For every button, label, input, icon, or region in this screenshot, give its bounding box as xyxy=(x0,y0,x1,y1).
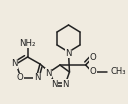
Text: O: O xyxy=(90,53,97,63)
Text: CH₃: CH₃ xyxy=(110,67,126,77)
Text: N: N xyxy=(11,59,18,69)
Text: O: O xyxy=(17,74,23,82)
Text: N: N xyxy=(45,69,52,77)
Text: N: N xyxy=(65,48,72,58)
Text: N: N xyxy=(34,74,40,82)
Text: N: N xyxy=(62,80,69,89)
Text: NH₂: NH₂ xyxy=(19,38,36,48)
Text: O: O xyxy=(90,67,97,77)
Text: N: N xyxy=(51,80,57,89)
